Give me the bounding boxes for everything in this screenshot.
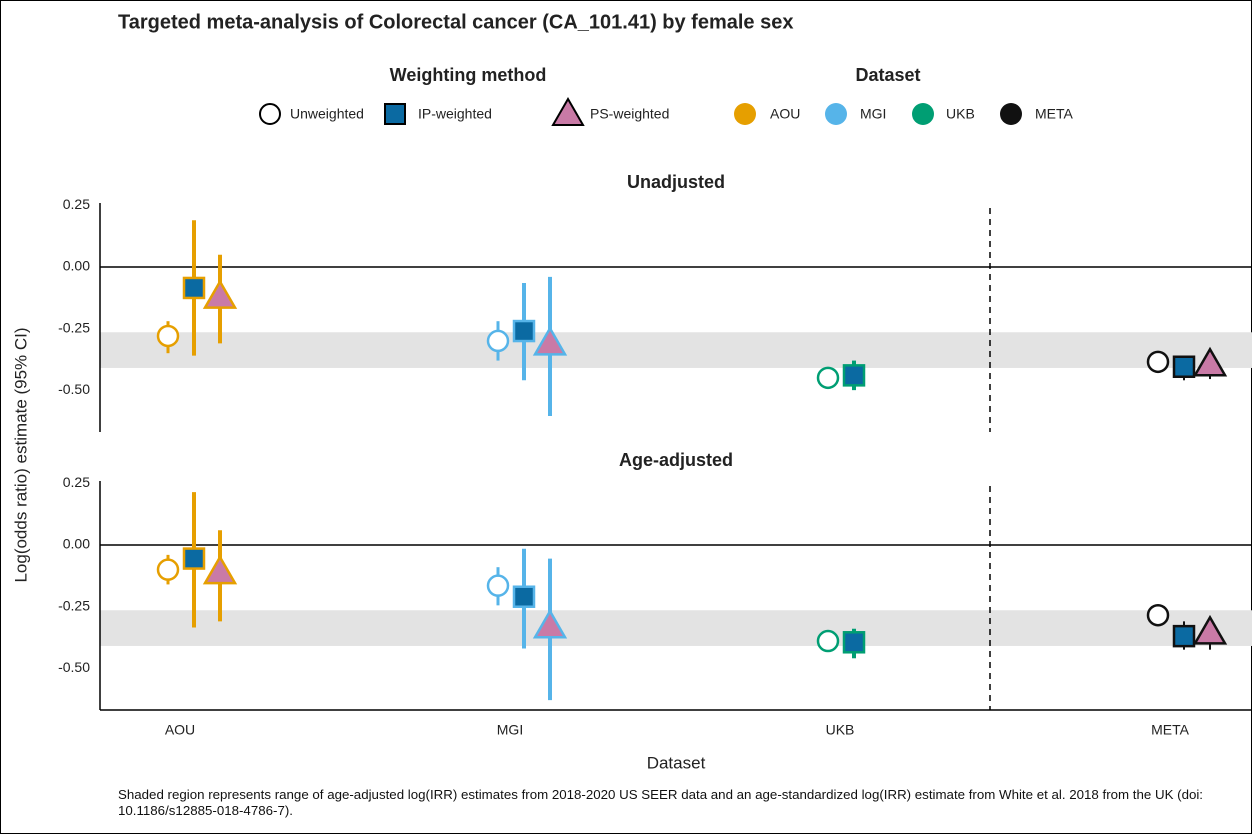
reference-band	[100, 610, 1252, 646]
x-tick-label: UKB	[826, 722, 855, 738]
x-axis-title: Dataset	[647, 753, 706, 772]
x-tick-label: AOU	[165, 722, 195, 738]
footnote: Shaded region represents range of age-ad…	[118, 787, 1204, 818]
point	[182, 276, 206, 300]
y-tick-label: 0.00	[63, 258, 90, 274]
legend-title: Dataset	[855, 65, 920, 85]
legend-symbol	[1000, 103, 1022, 125]
point	[1172, 624, 1196, 648]
x-tick-label: META	[1151, 722, 1190, 738]
y-tick-label: 0.25	[63, 474, 90, 490]
y-tick-label: 0.25	[63, 196, 90, 212]
panel-title: Age-adjusted	[619, 450, 733, 470]
point	[1192, 346, 1228, 377]
point	[182, 547, 206, 570]
legend-symbol	[384, 103, 406, 125]
point	[156, 324, 180, 348]
legend-symbol	[259, 103, 281, 125]
legend-label: IP-weighted	[418, 106, 492, 122]
legend-label: Unweighted	[290, 106, 364, 122]
y-tick-label: -0.50	[58, 381, 90, 397]
point	[486, 574, 510, 597]
point	[1192, 614, 1228, 645]
legend-symbol	[912, 103, 934, 125]
point	[156, 558, 180, 581]
y-axis-title: Log(odds ratio) estimate (95% CI)	[11, 327, 30, 582]
legend-label: META	[1035, 106, 1074, 122]
point	[1172, 355, 1196, 378]
chart-title: Targeted meta-analysis of Colorectal can…	[118, 11, 793, 33]
panel-title: Unadjusted	[627, 172, 725, 192]
point	[512, 585, 536, 608]
y-tick-label: -0.25	[58, 319, 90, 335]
point	[532, 608, 568, 639]
legend-label: AOU	[770, 106, 800, 122]
x-tick-label: MGI	[497, 722, 523, 738]
legend-label: UKB	[946, 106, 975, 122]
legend-label: MGI	[860, 106, 886, 122]
legend-symbol	[734, 103, 756, 125]
point	[1146, 603, 1170, 627]
legend-label: PS-weighted	[590, 106, 669, 122]
point	[1146, 350, 1170, 374]
y-tick-label: -0.25	[58, 597, 90, 613]
point	[202, 279, 238, 309]
legend-symbol	[551, 96, 585, 126]
point	[842, 631, 866, 654]
point	[816, 629, 840, 653]
point	[532, 325, 568, 356]
reference-band	[100, 332, 1252, 368]
point	[202, 554, 238, 585]
point	[512, 319, 536, 343]
point	[816, 366, 840, 390]
y-tick-label: -0.50	[58, 659, 90, 675]
legend-symbol	[825, 103, 847, 125]
point	[486, 329, 510, 353]
point	[842, 364, 866, 387]
legend-title: Weighting method	[390, 65, 547, 85]
y-tick-label: 0.00	[63, 536, 90, 552]
